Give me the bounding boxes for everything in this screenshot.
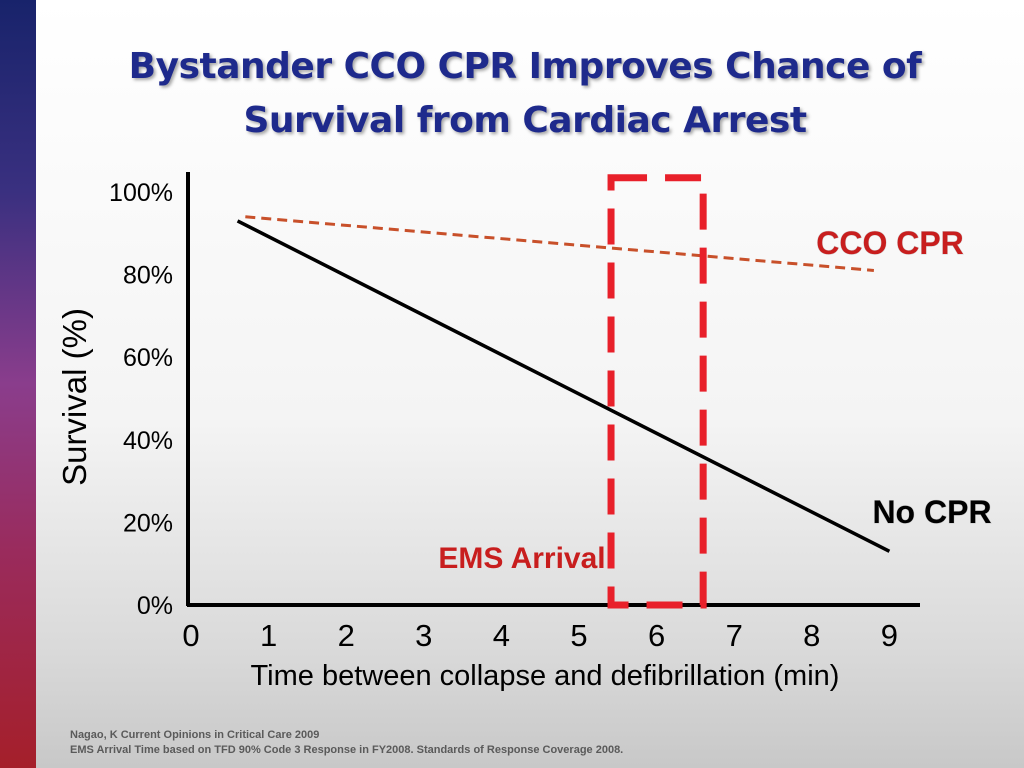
y-tick-label: 0% xyxy=(137,592,173,620)
y-tick-label: 20% xyxy=(123,509,173,537)
footnote-note: EMS Arrival Time based on TFD 90% Code 3… xyxy=(70,744,624,756)
no-cpr-label: No CPR xyxy=(872,494,991,530)
x-tick-labels: 0 1 2 3 4 5 6 7 8 9 xyxy=(182,618,898,653)
side-accent-bar xyxy=(0,0,36,768)
chart-axes xyxy=(186,172,920,607)
y-tick-label: 100% xyxy=(109,179,173,207)
chart-series: CCO CPR No CPR xyxy=(236,215,992,553)
cco-cpr-label: CCO CPR xyxy=(816,225,964,261)
y-tick-label: 40% xyxy=(123,427,173,455)
cco-cpr-series-line xyxy=(245,215,875,272)
x-tick-label: 2 xyxy=(338,618,355,653)
x-tick-label: 4 xyxy=(493,618,510,653)
x-tick-label: 9 xyxy=(881,618,898,653)
x-tick-label: 6 xyxy=(648,618,665,653)
y-axis-label: Survival (%) xyxy=(56,308,93,486)
x-tick-label: 3 xyxy=(415,618,432,653)
slide-title-line-2: Survival from Cardiac Arrest xyxy=(243,100,807,141)
y-tick-label: 80% xyxy=(123,262,173,290)
slide-title: Bystander CCO CPR Improves Chance of Sur… xyxy=(60,40,990,148)
x-tick-label: 8 xyxy=(803,618,820,653)
footnote-citation: Nagao, K Current Opinions in Critical Ca… xyxy=(70,729,320,741)
x-tick-label: 0 xyxy=(182,618,199,653)
x-axis-label: Time between collapse and defibrillation… xyxy=(251,660,840,692)
ems-arrival-highlight: EMS Arrival xyxy=(438,174,707,609)
ems-arrival-label: EMS Arrival xyxy=(438,542,605,575)
x-tick-label: 1 xyxy=(260,618,277,653)
no-cpr-series-line xyxy=(236,219,891,553)
x-tick-label: 7 xyxy=(726,618,743,653)
y-tick-labels: 0% 20% 40% 60% 80% 100% xyxy=(109,179,173,620)
footnote: Nagao, K Current Opinions in Critical Ca… xyxy=(70,728,623,758)
slide-title-line-1: Bystander CCO CPR Improves Chance of xyxy=(128,46,922,87)
ems-arrival-box xyxy=(607,174,707,609)
y-tick-label: 60% xyxy=(123,344,173,372)
x-tick-label: 5 xyxy=(570,618,587,653)
